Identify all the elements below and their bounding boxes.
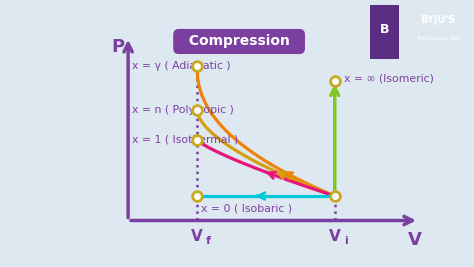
Text: f: f — [206, 236, 211, 246]
Text: P: P — [111, 38, 124, 56]
Text: x = ∞ (Isomeric): x = ∞ (Isomeric) — [344, 73, 434, 84]
Text: i: i — [344, 236, 348, 246]
Text: Compression: Compression — [179, 34, 300, 49]
Text: V: V — [191, 229, 203, 244]
Text: V: V — [329, 229, 341, 244]
Text: The Learning App: The Learning App — [416, 36, 459, 41]
Bar — [370, 5, 399, 59]
Text: V: V — [408, 231, 422, 249]
Text: BYJU'S: BYJU'S — [420, 15, 455, 25]
Text: x = 0 ( Isobaric ): x = 0 ( Isobaric ) — [201, 203, 292, 213]
Text: x = γ ( Adiabatic ): x = γ ( Adiabatic ) — [132, 61, 230, 71]
Text: x = n ( Polytropic ): x = n ( Polytropic ) — [132, 105, 234, 115]
Text: x = 1 ( Isothermal ): x = 1 ( Isothermal ) — [132, 135, 238, 145]
Text: B: B — [380, 23, 389, 36]
